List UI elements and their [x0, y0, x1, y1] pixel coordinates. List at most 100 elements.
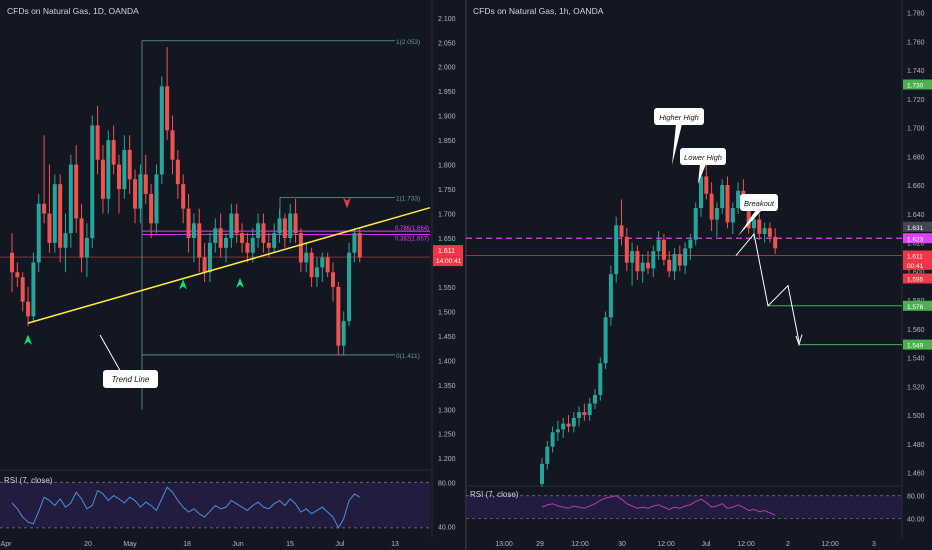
price-tick-label: 1.750: [438, 187, 456, 194]
up-arrow-marker: [179, 279, 187, 290]
candle-body: [213, 228, 218, 243]
price-tick-label: 1.600: [907, 269, 925, 276]
callout-pointer: [99, 334, 123, 375]
candle-body: [197, 223, 202, 258]
price-tag: [903, 339, 932, 350]
down-arrow-marker: [343, 197, 351, 209]
candle-body: [571, 417, 576, 427]
price-tag: [903, 250, 932, 261]
price-tag: [903, 300, 932, 311]
candle-body: [266, 242, 271, 248]
candle-body: [757, 219, 762, 234]
price-tick-label: 1.500: [907, 413, 925, 420]
candle-body: [47, 213, 52, 243]
rsi-tick-label: 80.00: [438, 480, 456, 487]
time-tick-label: 30: [618, 541, 626, 548]
time-tick-label: 13:00: [495, 541, 513, 548]
lower-high-callout: Lower High: [684, 153, 722, 162]
candle-body: [90, 125, 95, 238]
candle-body: [688, 239, 693, 249]
candle-body: [10, 252, 14, 273]
price-tick-label: 1.700: [907, 126, 925, 133]
candle-body: [181, 184, 186, 209]
candle-body: [656, 239, 661, 252]
trend-line: [27, 206, 431, 324]
candle-body: [677, 254, 682, 266]
candle-body: [661, 239, 666, 260]
hourly-chart-svg[interactable]: 1.780 1.760 1.740 1.720 1.700 1.680 1.660 1.640…: [466, 0, 932, 550]
fib-label: 0.786(1.664): [395, 226, 429, 232]
candle-body: [347, 252, 352, 322]
time-tick-label: 29: [536, 541, 544, 548]
price-tick-label: 1.560: [907, 327, 925, 334]
price-tick-label: 1.700: [438, 212, 456, 219]
candle-body: [720, 185, 725, 209]
candle-body: [746, 202, 751, 229]
countdown-label: 14:00:41: [436, 258, 462, 265]
candle-body: [304, 252, 309, 263]
fib-extension-line: [141, 40, 395, 410]
candle-body: [277, 218, 282, 234]
candle-body: [175, 159, 180, 185]
daily-chart-panel[interactable]: 2.100 2.050 2.000 1.950 1.900 1.850 1.800 1.750…: [0, 0, 466, 550]
price-tick-label: 2.100: [438, 16, 456, 23]
price-tick-label: 1.540: [907, 356, 925, 363]
candle-body: [624, 236, 629, 263]
countdown-tag: [433, 256, 463, 267]
candle-body: [31, 262, 36, 317]
candle-body: [667, 259, 672, 272]
candle-body: [325, 257, 330, 273]
chart-title: CFDs on Natural Gas, 1h, OANDA: [473, 6, 604, 16]
price-tick-label: 1.300: [438, 407, 456, 414]
candle-body: [240, 233, 245, 243]
candle-body: [593, 394, 597, 404]
rsi-tick-label: 40.00: [907, 517, 925, 524]
candle-body: [693, 208, 698, 240]
candle-body: [20, 277, 25, 302]
hourly-chart-panel[interactable]: 1.780 1.760 1.740 1.720 1.700 1.680 1.660 1.640…: [466, 0, 932, 550]
price-tag: [903, 221, 932, 232]
candle-body: [550, 432, 555, 447]
price-tag-label: 1.611: [438, 248, 455, 255]
price-tick-label: 1.460: [907, 471, 925, 478]
candle-body: [79, 218, 84, 258]
callout-pointer: [738, 210, 762, 236]
fib-label: 1(1.733): [396, 195, 420, 202]
time-tick-label: 18: [183, 541, 191, 548]
time-tick-label: 12:00: [737, 541, 755, 548]
price-tag: [903, 273, 932, 284]
candle-body: [714, 208, 719, 220]
daily-chart-svg[interactable]: 2.100 2.050 2.000 1.950 1.900 1.850 1.800 1.750…: [0, 0, 466, 550]
price-tick-label: 1.350: [438, 383, 456, 390]
candle-body: [619, 225, 624, 237]
rsi-tick-label: 80.00: [907, 494, 925, 501]
candle-body: [95, 125, 100, 160]
price-tick-label: 1.660: [907, 183, 925, 190]
candle-body: [730, 208, 735, 223]
price-tick-label: 1.740: [907, 68, 925, 75]
callout-pointer: [672, 124, 682, 165]
projection-arrowhead: [795, 334, 803, 347]
candle-body: [608, 274, 613, 318]
candle-body: [320, 257, 325, 268]
price-tick-label: 1.400: [438, 358, 456, 365]
fib-label: 1(2.053): [396, 39, 420, 46]
candle-body: [288, 213, 293, 238]
price-tick-label: 1.640: [907, 212, 925, 219]
rsi-line: [11, 486, 361, 529]
candle-body: [256, 223, 261, 238]
higher-high-callout: Higher High: [659, 113, 699, 122]
time-tick-label: 13: [391, 541, 399, 548]
candle-body: [165, 86, 170, 131]
candle-body: [298, 233, 303, 263]
chart-title: CFDs on Natural Gas, 1D, OANDA: [7, 6, 139, 16]
price-tag: [433, 245, 463, 257]
candle-body: [357, 233, 362, 258]
candle-body: [202, 257, 207, 273]
price-tick-label: 1.650: [438, 236, 456, 243]
price-tick-label: 1.480: [907, 442, 925, 449]
time-tick-label: May: [123, 541, 137, 548]
panel-divider[interactable]: [465, 0, 467, 550]
candle-body: [74, 164, 79, 219]
candle-body: [336, 286, 341, 346]
